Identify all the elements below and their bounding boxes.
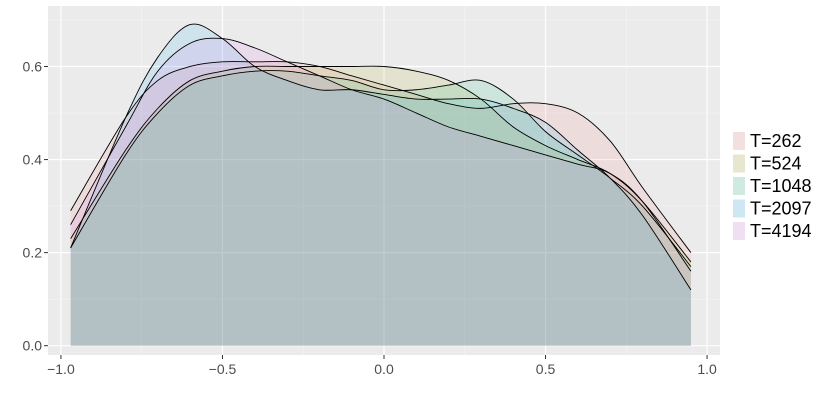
legend-key-bg [733,222,745,240]
x-tick-label: 0.0 [374,361,394,377]
y-tick-label: 0.2 [23,245,43,261]
density-areas [70,24,691,346]
density-lines [70,23,692,291]
legend-key-bg [733,132,745,150]
x-tick-label: 1.0 [697,361,717,377]
major-gridlines [48,6,720,355]
legend-label: T=262 [750,131,802,151]
legend-label: T=1048 [750,176,812,196]
legend-key [733,222,745,240]
legend-label: T=524 [750,154,802,174]
density-area-t-524 [70,66,691,346]
legend-key [733,154,745,173]
legend-label: T=2097 [750,199,812,219]
legend-key [733,132,745,150]
density-line-t-4194 [70,37,692,272]
legend-label: T=4194 [750,221,812,241]
y-tick-label: 0.6 [23,58,43,74]
density-line-t-1048 [70,70,692,267]
density-area-t-4194 [70,38,691,346]
legend-key-bg [733,177,745,195]
legend-key-bg [733,199,745,218]
y-tick-label: 0.0 [23,338,43,354]
legend-key [733,177,745,195]
density-line-t-2097 [70,23,692,291]
x-tick-label: −0.5 [209,361,237,377]
density-area-t-262 [70,61,691,346]
density-line-t-524 [70,65,692,263]
legend-key [733,199,745,218]
x-tick-label: 0.5 [536,361,556,377]
density-line-t-262 [70,61,692,253]
x-tick-label: −1.0 [47,361,75,377]
legend-key-bg [733,154,745,173]
y-axis: 0.0 0.2 0.4 0.6 [23,58,48,354]
x-axis: −1.0 −0.5 0.0 0.5 1.0 [47,355,717,377]
y-tick-label: 0.4 [23,152,43,168]
density-area-t-2097 [70,24,691,346]
density-area-t-1048 [70,70,691,346]
